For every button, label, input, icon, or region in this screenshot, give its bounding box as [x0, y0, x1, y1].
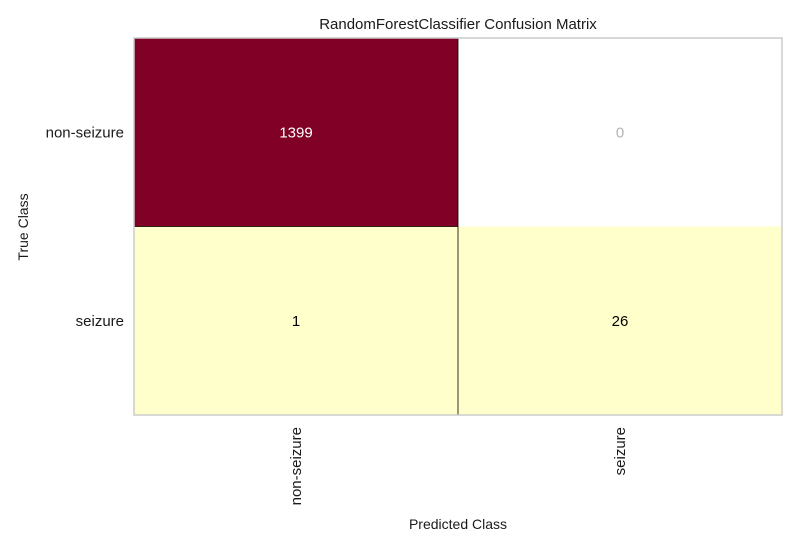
heatmap-cell-0-1 [458, 38, 782, 227]
heatmap-cells [134, 38, 782, 415]
y-axis-tick-labels: non-seizure seizure [46, 124, 124, 330]
y-tick-label: seizure [76, 313, 124, 330]
x-axis-tick-labels: non-seizure seizure [288, 427, 629, 505]
heatmap-cell-0-0 [134, 38, 458, 227]
heatmap-cell-labels: 1399 0 1 26 [279, 124, 628, 330]
x-tick-label: seizure [612, 427, 629, 475]
x-axis-label: Predicted Class [409, 516, 507, 532]
plot-frame [133, 37, 783, 416]
y-tick-label: non-seizure [46, 124, 124, 141]
x-tick-label: non-seizure [288, 427, 305, 505]
cell-value-label: 1 [292, 313, 300, 330]
chart-title: RandomForestClassifier Confusion Matrix [319, 16, 597, 33]
heatmap-cell-1-0 [134, 226, 458, 415]
cell-dividers [134, 38, 459, 415]
heatmap-cell-1-1 [458, 226, 782, 415]
cell-value-label: 26 [612, 313, 629, 330]
cell-value-label: 1399 [279, 124, 312, 141]
cell-value-label: 0 [616, 124, 624, 141]
y-axis-label: True Class [15, 193, 31, 260]
